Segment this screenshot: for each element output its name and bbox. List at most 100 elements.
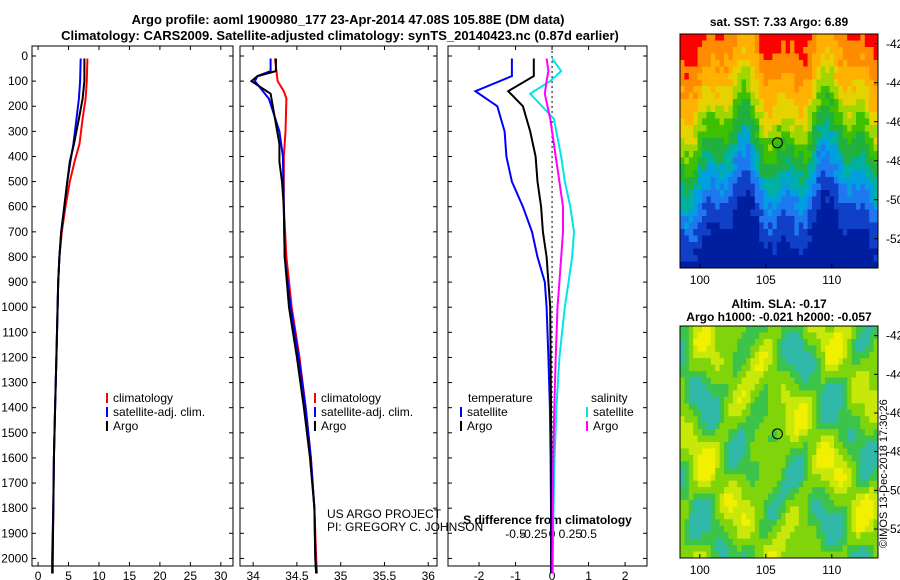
map-cell (719, 222, 725, 230)
y-tick-label: 900 (8, 275, 28, 289)
map-cell (781, 118, 786, 126)
map-cell (741, 190, 747, 197)
map-cell (754, 506, 760, 514)
legend-label: satellite-adj. clim. (321, 405, 413, 419)
map-cell (812, 40, 817, 48)
map-cell (684, 545, 690, 552)
map-cell (710, 545, 716, 552)
map-cell (737, 448, 742, 456)
x-tick-label: 0 (549, 569, 556, 580)
map-cell (746, 332, 751, 340)
map-cell (710, 60, 716, 67)
map-cell (794, 73, 800, 80)
map-cell (790, 442, 795, 449)
map-cell (746, 371, 751, 378)
map-cell (750, 242, 756, 249)
map-cell (710, 467, 716, 475)
map-cell (825, 40, 830, 48)
map-cell (741, 351, 747, 359)
map-cell (869, 474, 874, 482)
map-cell (829, 500, 835, 507)
map-cell (737, 125, 742, 132)
map-cell (842, 177, 848, 184)
map-cell (702, 525, 707, 533)
map-cell (697, 34, 703, 41)
map-cell (750, 345, 756, 353)
map-cell (816, 190, 822, 197)
map-cell (776, 551, 782, 559)
map-cell (759, 255, 764, 262)
map-cell (829, 40, 835, 48)
map-cell (869, 364, 874, 372)
map-cell (864, 377, 870, 385)
map-cell (737, 474, 742, 482)
y-tick-label: 600 (8, 200, 28, 214)
map-cell (838, 545, 844, 552)
map-cell (772, 409, 778, 417)
map-cell (860, 448, 866, 456)
map-cell (785, 190, 791, 197)
map-cell (706, 364, 712, 372)
map-cell (768, 66, 773, 74)
map-cell (869, 384, 874, 391)
map-cell (847, 326, 852, 333)
map-cell (719, 73, 725, 80)
map-cell (741, 474, 747, 482)
map-cell (825, 364, 830, 372)
map-cell (803, 222, 808, 230)
map-cell (719, 422, 725, 430)
map-cell (680, 448, 685, 456)
map-cell (842, 525, 848, 533)
map-cell (719, 34, 725, 41)
map-cell (737, 326, 742, 333)
map-cell (776, 442, 782, 449)
map-cell (834, 125, 839, 132)
map-cell (697, 474, 703, 482)
map-cell (750, 53, 756, 61)
map-cell (732, 222, 738, 230)
map-cell (816, 248, 822, 256)
map-cell (873, 66, 879, 74)
map-cell (838, 519, 844, 527)
map-cell (710, 53, 716, 61)
map-cell (715, 209, 720, 217)
map-cell (759, 92, 764, 100)
map-cell (812, 345, 817, 353)
map-title: Altim. SLA: -0.17 (731, 297, 827, 311)
map-cell (750, 390, 756, 398)
map-cell (684, 99, 690, 106)
map-cell (759, 345, 764, 353)
map-cell (741, 358, 747, 366)
map-cell (737, 138, 742, 145)
map-cell (807, 138, 813, 145)
map-cell (860, 255, 866, 262)
map-cell (728, 480, 734, 488)
map-cell (684, 442, 690, 449)
map-cell (710, 66, 716, 74)
map-cell (719, 403, 725, 411)
map-cell (693, 551, 698, 559)
map-cell (680, 261, 685, 269)
map-cell (772, 435, 778, 443)
map-cell (693, 216, 698, 223)
map-cell (706, 422, 712, 430)
map-cell (812, 525, 817, 533)
map-cell (790, 525, 795, 533)
map-cell (759, 332, 764, 340)
map-cell (798, 448, 804, 456)
map-cell (746, 151, 751, 158)
map-cell (785, 422, 791, 430)
map-cell (750, 493, 756, 501)
map-cell (772, 332, 778, 340)
map-cell (869, 222, 874, 230)
map-cell (798, 79, 804, 87)
map-cell (759, 248, 764, 256)
map-cell (816, 118, 822, 126)
map-cell (710, 480, 716, 488)
map-cell (781, 209, 786, 217)
map-cell (702, 99, 707, 106)
map-cell (754, 144, 760, 152)
map-cell (772, 138, 778, 145)
map-y-tick-label: -46 (886, 115, 900, 129)
map-cell (688, 138, 694, 145)
